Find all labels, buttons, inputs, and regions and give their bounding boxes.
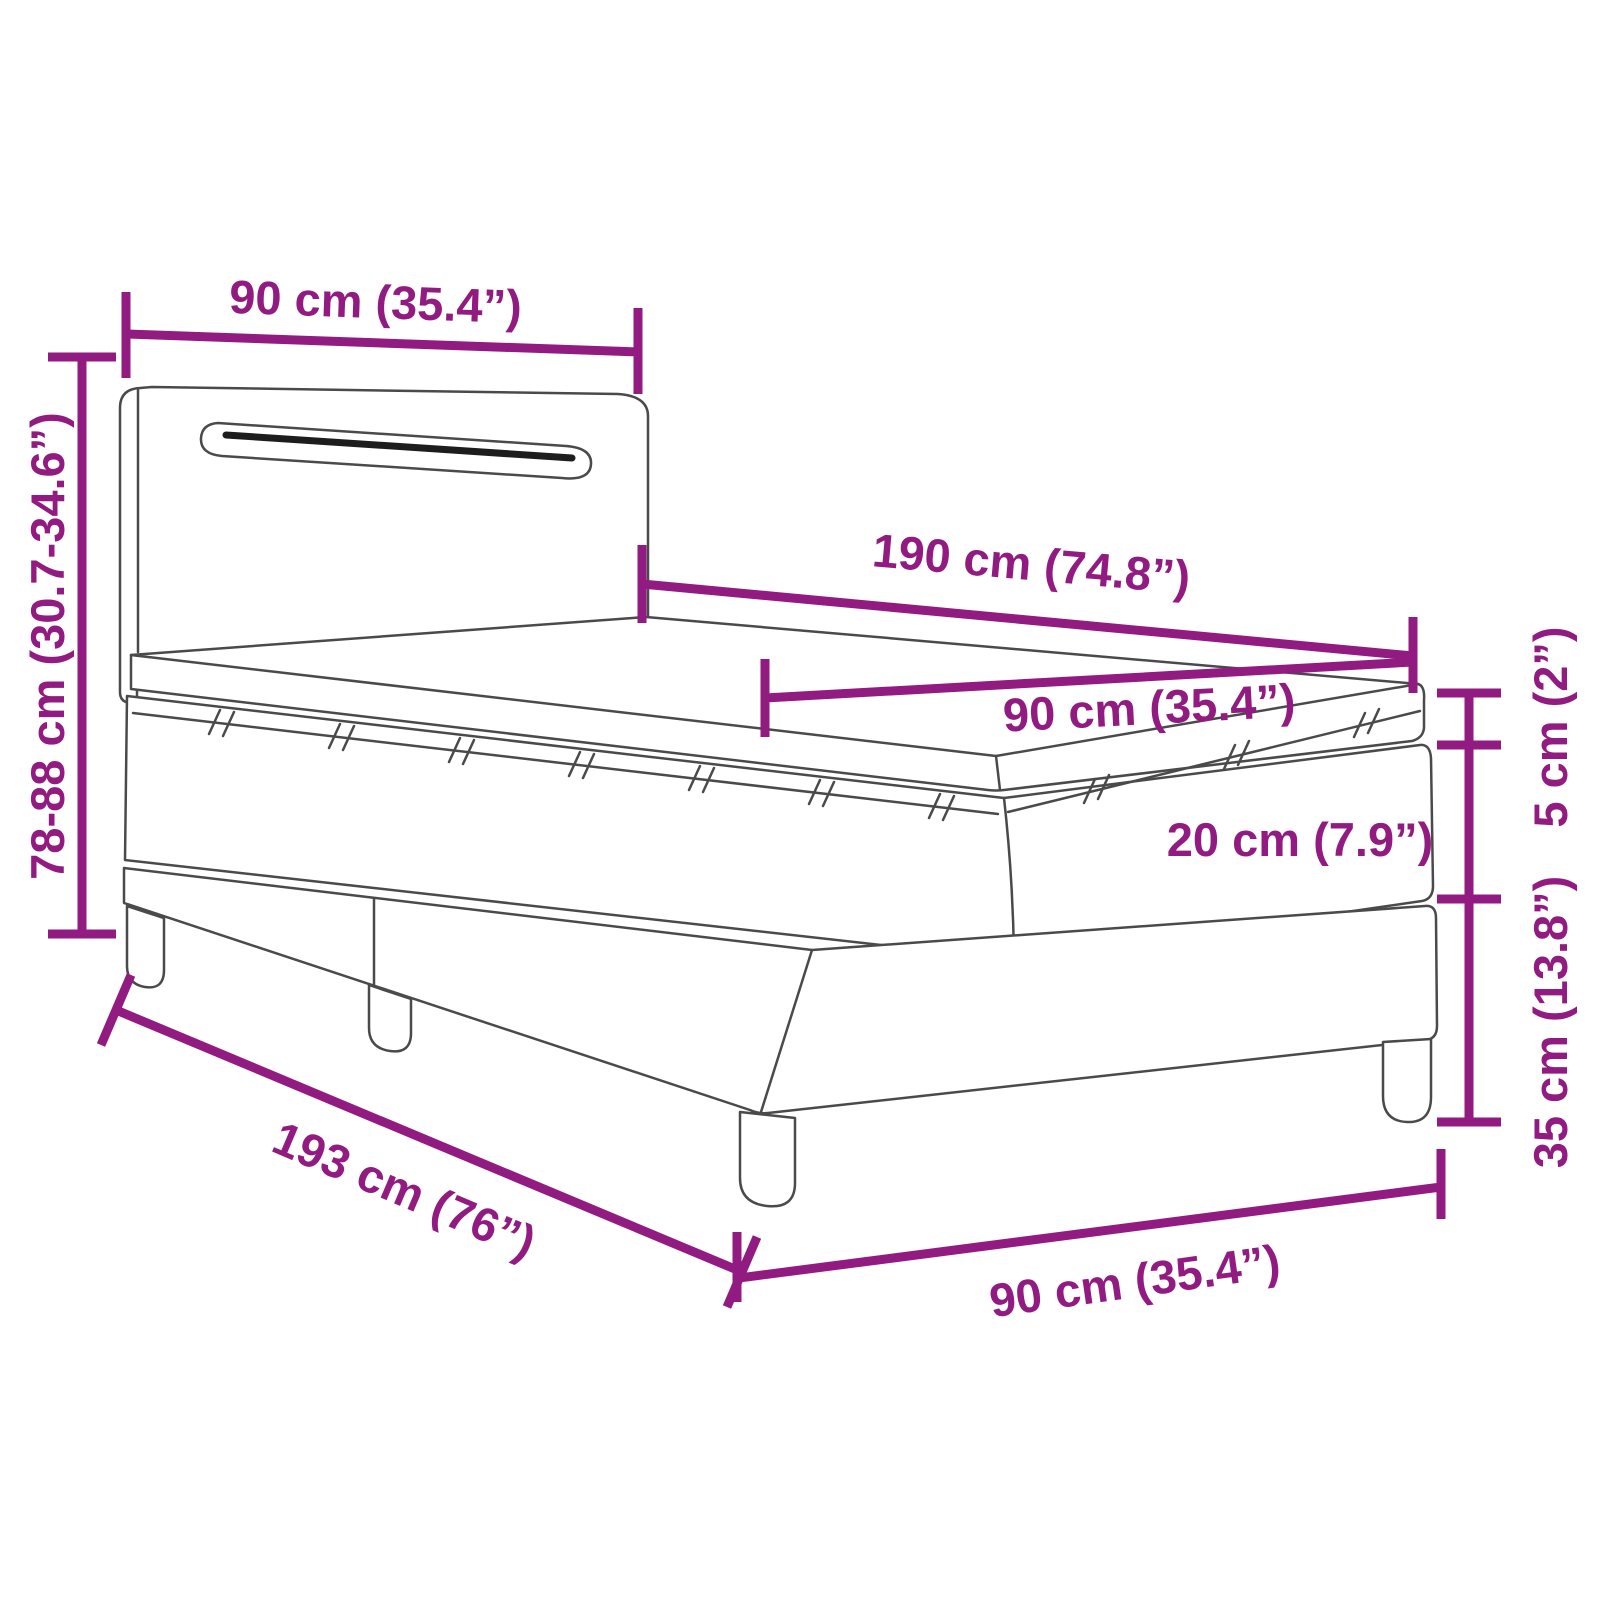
- led-strip-icon: [222, 431, 576, 462]
- dimension-line: [1437, 688, 1501, 1127]
- dimension-label: 78-88 cm (30.7-34.6”): [21, 412, 74, 880]
- dimension-line: [760, 657, 1414, 737]
- mattress-stitch-line: [131, 709, 1422, 816]
- dimension-label: 190 cm (74.8”): [870, 523, 1192, 604]
- dim-headboard-height: 78-88 cm (30.7-34.6”): [21, 352, 116, 939]
- dimension-label: 20 cm (7.9”): [1167, 813, 1433, 866]
- topper-front-edge: [129, 653, 1420, 792]
- bed-leg-front-left: [125, 904, 166, 989]
- dimension-line: [121, 292, 643, 394]
- dimension-line: [48, 352, 116, 939]
- dim-base-width: 90 cm (35.4”): [732, 1149, 1446, 1327]
- dimension-label: 35 cm (13.8”): [1524, 876, 1577, 1169]
- base-corner-edge: [759, 948, 814, 1114]
- dimension-label: 5 cm (2”): [1524, 626, 1577, 827]
- bed-leg-front-middle: [367, 983, 413, 1053]
- dimension-line: [732, 1149, 1446, 1302]
- dimension-line: [637, 545, 1418, 693]
- box-spring-base: [122, 866, 1439, 1115]
- dim-height-ruler: 5 cm (2”) 35 cm (13.8”) 20 cm (7.9”): [1167, 626, 1577, 1168]
- dimension-label: 90 cm (35.4”): [986, 1234, 1283, 1327]
- bed-illustration: [118, 385, 1439, 1208]
- bed-leg-front-right: [738, 1110, 797, 1208]
- dimension-line: [96, 973, 762, 1309]
- bed-leg-back-right: [1381, 1037, 1433, 1124]
- dimension-label: 90 cm (35.4”): [228, 270, 522, 333]
- mattress: [123, 694, 1435, 962]
- dim-headboard-width: 90 cm (35.4”): [121, 270, 643, 394]
- mattress-topper: [129, 615, 1426, 792]
- mattress-stitch-marks: [207, 707, 1381, 822]
